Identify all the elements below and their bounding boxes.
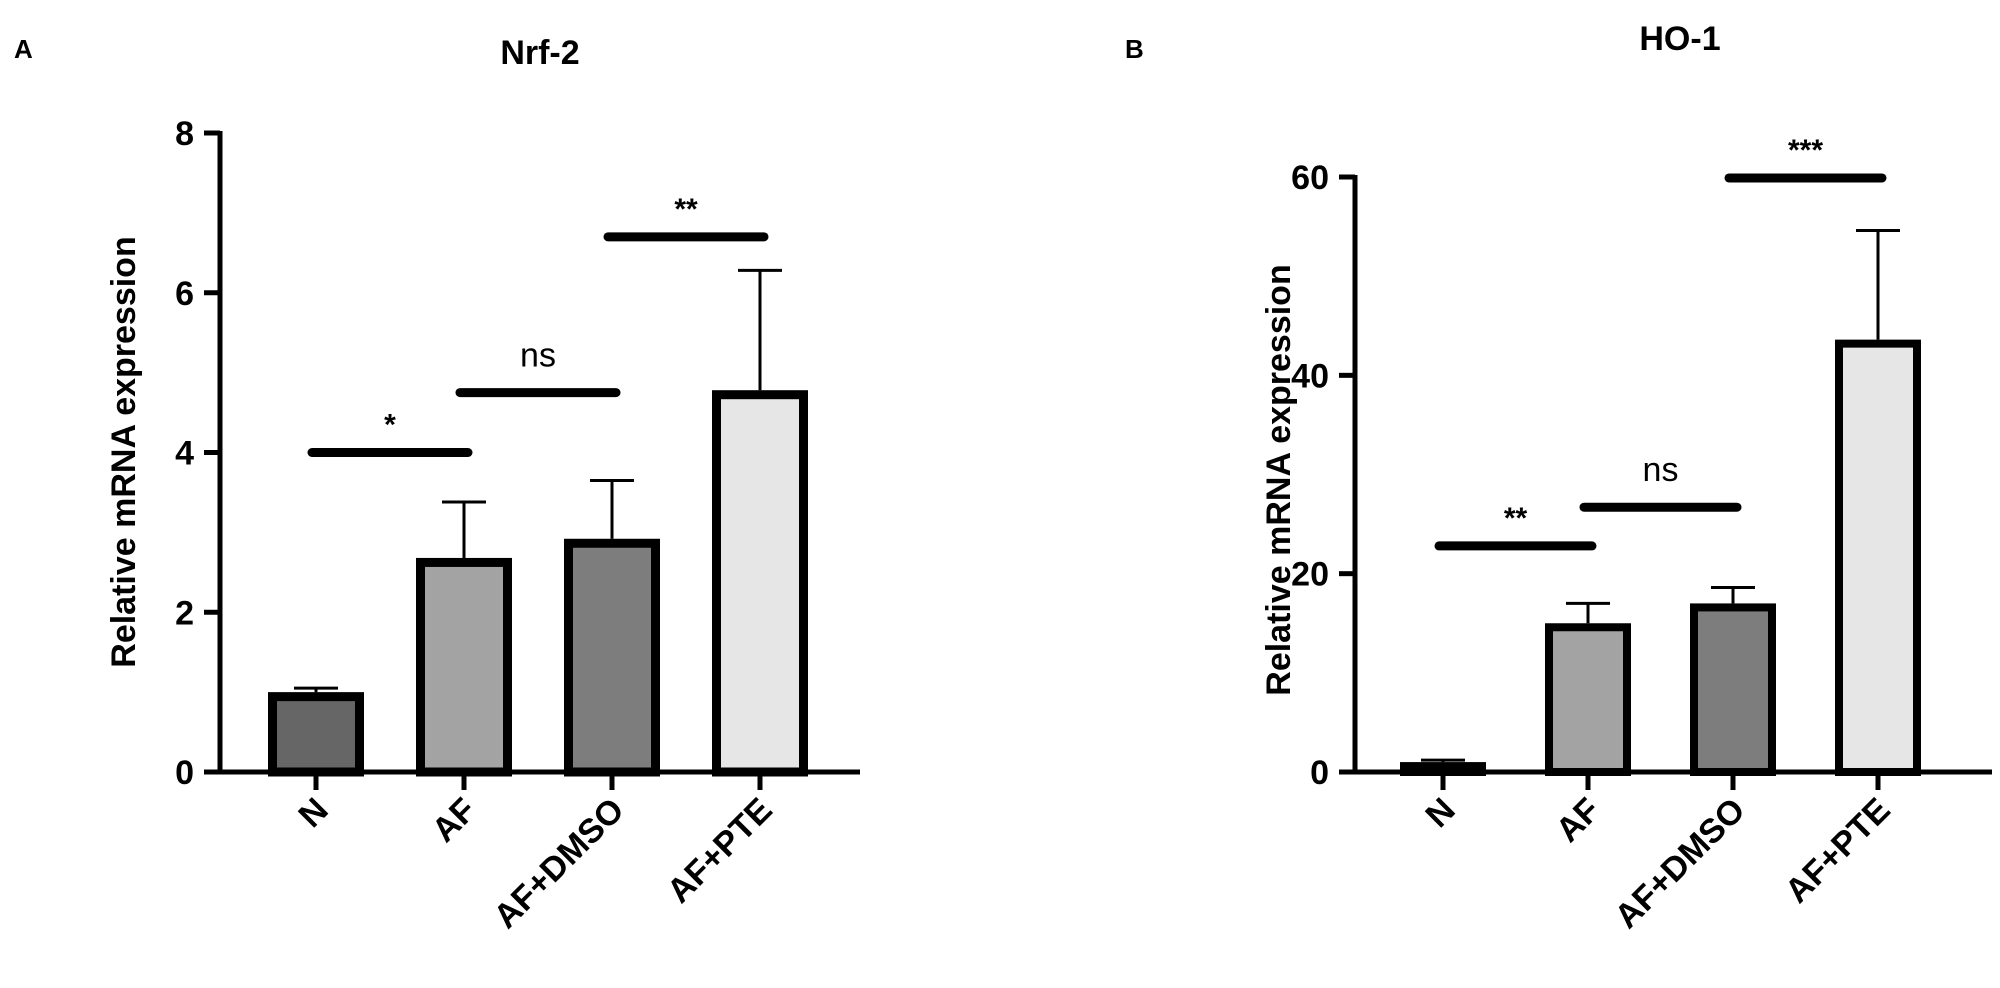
bar xyxy=(1835,339,1921,776)
x-tick-label: AF xyxy=(1549,791,1608,850)
y-tick-label: 8 xyxy=(175,115,194,153)
y-tick-label: 20 xyxy=(1291,556,1329,594)
y-axis-label: Relative mRNA expression xyxy=(105,236,143,667)
x-tick-label: AF xyxy=(425,791,484,850)
bar xyxy=(1690,603,1776,777)
y-tick-label: 4 xyxy=(175,435,194,473)
bar xyxy=(1400,762,1486,776)
y-tick-label: 0 xyxy=(1310,754,1329,792)
bar xyxy=(712,390,808,777)
significance-label: ns xyxy=(1643,451,1679,489)
panel-letter: A xyxy=(14,34,33,64)
x-tick-label: AF+PTE xyxy=(1778,791,1898,911)
x-tick-label: N xyxy=(291,791,335,835)
significance-label: ** xyxy=(1504,502,1528,535)
y-axis-label: Relative mRNA expression xyxy=(1260,264,1298,695)
bar xyxy=(416,557,512,777)
x-tick-label: AF+DMSO xyxy=(487,791,632,936)
y-tick-label: 40 xyxy=(1291,357,1329,395)
bar xyxy=(1545,623,1631,776)
x-tick-label: AF+DMSO xyxy=(1608,791,1753,936)
y-tick-label: 6 xyxy=(175,275,194,313)
bar xyxy=(564,538,660,777)
x-tick-label: N xyxy=(1418,791,1462,835)
significance-label: ** xyxy=(674,193,698,226)
bar xyxy=(268,692,364,777)
panel-letter: B xyxy=(1125,34,1144,64)
y-tick-label: 0 xyxy=(175,754,194,792)
significance-label: ns xyxy=(520,337,556,375)
significance-label: *** xyxy=(1788,134,1823,167)
significance-label: * xyxy=(384,409,396,442)
y-tick-label: 60 xyxy=(1291,159,1329,197)
chart-title: Nrf-2 xyxy=(500,34,579,72)
x-tick-label: AF+PTE xyxy=(660,791,780,911)
chart-title: HO-1 xyxy=(1639,20,1720,58)
y-tick-label: 2 xyxy=(175,594,194,632)
